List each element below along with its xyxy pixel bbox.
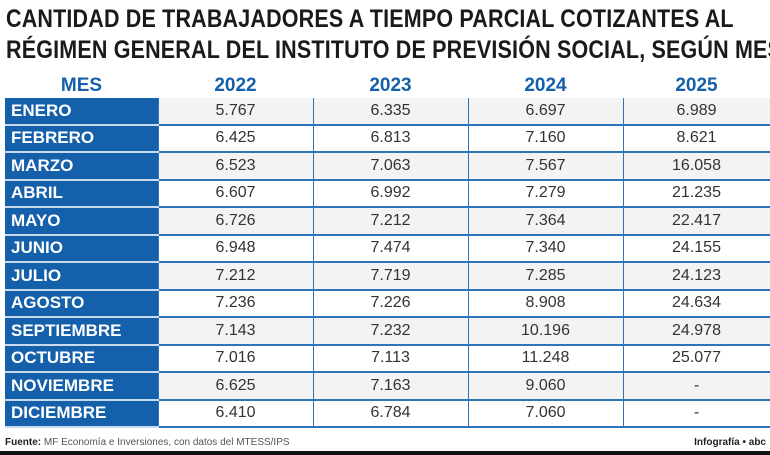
value-cell: 5.767 — [157, 98, 313, 126]
value-cell: 7.163 — [312, 372, 468, 401]
value-cell: 7.567 — [467, 152, 623, 181]
value-cell: 24.634 — [622, 289, 770, 318]
table-row: FEBRERO 6.425 6.813 7.160 8.621 — [5, 124, 770, 153]
value-cell: 24.155 — [622, 234, 770, 263]
value-cell: 7.279 — [467, 179, 623, 208]
table-row: NOVIEMBRE 6.625 7.163 9.060- — [5, 372, 770, 401]
value-cell: 6.697 — [467, 98, 623, 126]
value-cell: 6.989 — [622, 98, 770, 126]
value-cell: 7.364 — [467, 207, 623, 236]
month-cell: JUNIO — [5, 234, 158, 263]
month-cell: SEPTIEMBRE — [5, 317, 158, 346]
value-cell: 7.143 — [157, 317, 313, 346]
value-cell: 11.248 — [467, 344, 623, 373]
page-title: CANTIDAD DE TRABAJADORES A TIEMPO PARCIA… — [6, 4, 770, 66]
value-cell: 6.425 — [157, 124, 313, 153]
column-header: 2022 — [214, 75, 257, 96]
bottom-bar — [0, 451, 770, 455]
value-cell: 7.060 — [467, 399, 623, 428]
table-row: ENERO 5.767 6.335 6.697 6.989 — [5, 98, 770, 126]
value-cell: 9.060 — [467, 372, 623, 401]
value-cell: 7.113 — [312, 344, 468, 373]
value-cell: 8.621 — [622, 124, 770, 153]
month-cell: MAYO — [5, 207, 158, 236]
month-cell: NOVIEMBRE — [5, 372, 158, 401]
column-header: 2023 — [369, 75, 412, 96]
value-cell: - — [622, 372, 770, 401]
column-header: MES — [60, 75, 103, 96]
source-label: Fuente: — [5, 437, 42, 448]
table-header: MES 2022 2023 2024 2025 — [5, 74, 770, 98]
table-row: AGOSTO 7.236 7.226 8.908 24.634 — [5, 289, 770, 318]
source-note: Fuente: MF Economía e Inversiones, con d… — [5, 437, 290, 448]
value-cell: 10.196 — [467, 317, 623, 346]
table-row: MAYO 6.726 7.212 7.364 22.417 — [5, 207, 770, 236]
month-cell: JULIO — [5, 262, 158, 291]
value-cell: 7.212 — [312, 207, 468, 236]
value-cell: 7.016 — [157, 344, 313, 373]
value-cell: 6.335 — [312, 98, 468, 126]
value-cell: 6.410 — [157, 399, 313, 428]
column-header: 2025 — [675, 75, 718, 96]
value-cell: 25.077 — [622, 344, 770, 373]
value-cell: 7.232 — [312, 317, 468, 346]
value-cell: 22.417 — [622, 207, 770, 236]
value-cell: 21.235 — [622, 179, 770, 208]
table-row: OCTUBRE 7.016 7.113 11.248 25.077 — [5, 344, 770, 373]
value-cell: 7.474 — [312, 234, 468, 263]
value-cell: 24.123 — [622, 262, 770, 291]
value-cell: 7.226 — [312, 289, 468, 318]
value-cell: 24.978 — [622, 317, 770, 346]
value-cell: 6.813 — [312, 124, 468, 153]
value-cell: 6.948 — [157, 234, 313, 263]
value-cell: 8.908 — [467, 289, 623, 318]
table-row: SEPTIEMBRE 7.143 7.232 10.196 24.978 — [5, 317, 770, 346]
title-line-2: RÉGIMEN GENERAL DEL INSTITUTO DE PREVISI… — [6, 36, 770, 64]
column-header: 2024 — [524, 75, 567, 96]
source-text: MF Economía e Inversiones, con datos del… — [41, 437, 290, 448]
value-cell: 7.340 — [467, 234, 623, 263]
table-row: JUNIO 6.948 7.474 7.340 24.155 — [5, 234, 770, 263]
value-cell: 6.523 — [157, 152, 313, 181]
value-cell: 7.719 — [312, 262, 468, 291]
value-cell: 6.992 — [312, 179, 468, 208]
value-cell: 6.625 — [157, 372, 313, 401]
table-row: JULIO 7.212 7.719 7.285 24.123 — [5, 262, 770, 291]
month-cell: FEBRERO — [5, 124, 158, 153]
value-cell: 16.058 — [622, 152, 770, 181]
title-line-1: CANTIDAD DE TRABAJADORES A TIEMPO PARCIA… — [6, 5, 734, 33]
month-cell: AGOSTO — [5, 289, 158, 318]
value-cell: 7.236 — [157, 289, 313, 318]
table-row: MARZO 6.523 7.063 7.567 16.058 — [5, 152, 770, 181]
month-cell: DICIEMBRE — [5, 399, 158, 428]
month-cell: MARZO — [5, 152, 158, 181]
value-cell: 7.063 — [312, 152, 468, 181]
credit: Infografía • abc — [694, 437, 766, 448]
value-cell: 6.607 — [157, 179, 313, 208]
value-cell: 7.285 — [467, 262, 623, 291]
value-cell: 7.160 — [467, 124, 623, 153]
value-cell: 6.784 — [312, 399, 468, 428]
table-row: DICIEMBRE 6.410 6.784 7.060- — [5, 399, 770, 428]
value-cell: - — [622, 399, 770, 428]
month-cell: OCTUBRE — [5, 344, 158, 373]
table-row: ABRIL 6.607 6.992 7.279 21.235 — [5, 179, 770, 208]
month-cell: ENERO — [5, 98, 158, 126]
data-table: MES 2022 2023 2024 2025 ENERO 5.767 6.335 6.697… — [5, 74, 770, 428]
value-cell: 7.212 — [157, 262, 313, 291]
month-cell: ABRIL — [5, 179, 158, 208]
value-cell: 6.726 — [157, 207, 313, 236]
